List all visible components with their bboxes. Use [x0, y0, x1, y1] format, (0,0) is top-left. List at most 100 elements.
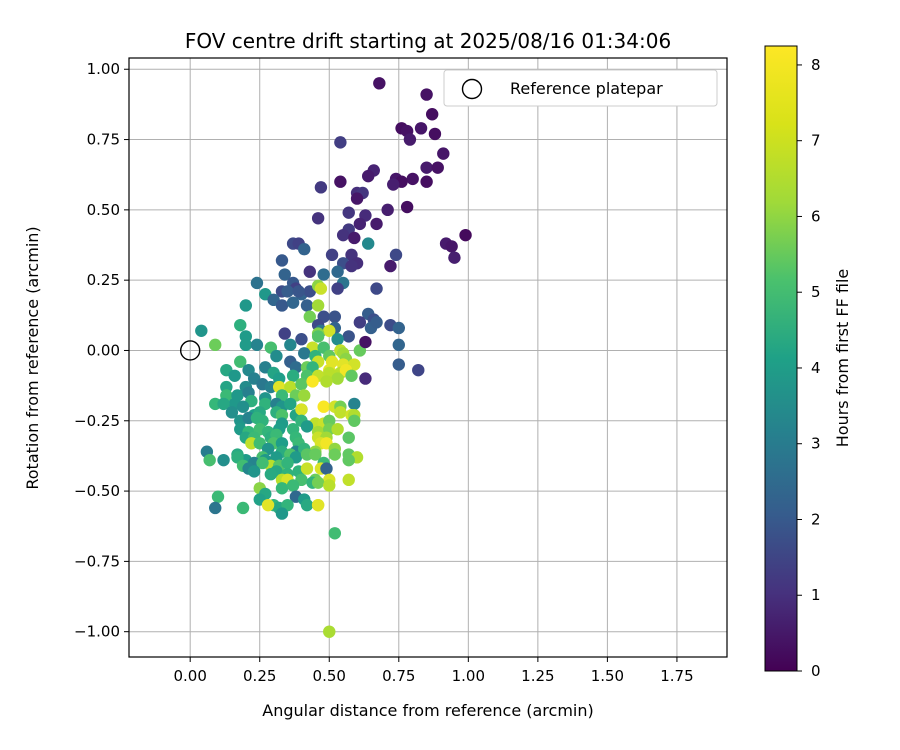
x-tick-label: 1.75 — [660, 667, 693, 685]
scatter-point — [323, 625, 336, 638]
x-tick-label: 0.75 — [382, 667, 415, 685]
scatter-point — [286, 369, 300, 382]
scatter-point — [217, 453, 230, 467]
scatter-point — [211, 490, 225, 503]
x-tick-label: 0.25 — [243, 667, 276, 685]
scatter-point — [345, 259, 358, 273]
scatter-point — [317, 268, 330, 281]
scatter-point — [228, 369, 241, 382]
scatter-point — [420, 88, 433, 101]
scatter-point — [309, 448, 322, 461]
scatter-point — [370, 316, 383, 329]
scatter-point — [373, 77, 386, 90]
scatter-point — [275, 254, 289, 267]
scatter-point — [278, 327, 291, 340]
scatter-point — [278, 268, 291, 281]
scatter-point — [300, 420, 314, 433]
scatter-point — [345, 369, 358, 382]
scatter-point — [331, 282, 344, 295]
reference-platepar-point — [179, 340, 201, 361]
scatter-point — [348, 231, 361, 245]
scatter-point — [359, 372, 372, 385]
grid-lines — [129, 58, 727, 657]
scatter-point — [384, 259, 397, 273]
scatter-point — [414, 122, 428, 135]
scatter-point — [328, 310, 342, 323]
scatter-point — [348, 414, 361, 427]
scatter-point — [295, 333, 308, 346]
scatter-point — [234, 318, 247, 332]
scatter-point — [311, 498, 325, 512]
scatter-point — [420, 161, 433, 174]
scatter-point — [217, 397, 230, 411]
x-axis-label: Angular distance from reference (arcmin) — [262, 701, 593, 720]
scatter-point — [428, 127, 442, 141]
scatter-point — [298, 347, 311, 360]
scatter-point — [225, 406, 239, 419]
scatter-point — [331, 333, 344, 346]
scatter-point — [406, 172, 419, 186]
plot-frame — [128, 57, 728, 658]
scatter-point — [314, 181, 328, 194]
scatter-point — [342, 431, 355, 444]
scatter-point — [348, 397, 361, 411]
scatter-point — [334, 175, 347, 188]
scatter-point — [331, 265, 344, 278]
scatter-point — [359, 335, 372, 349]
scatter-point — [334, 406, 347, 419]
scatter-point — [292, 285, 305, 298]
y-tick-label: −1.00 — [74, 623, 120, 641]
scatter-point — [314, 282, 328, 295]
x-tick-label: 1.00 — [452, 667, 485, 685]
scatter-point — [328, 448, 342, 461]
y-axis-label: Rotation from reference (arcmin) — [23, 226, 42, 489]
colorbar-tick-label: 0 — [811, 662, 821, 680]
colorbar: 0 1 2 3 4 5 6 7 8 Hours from first FF file — [764, 45, 852, 680]
scatter-point — [381, 203, 394, 217]
scatter-point — [342, 473, 355, 487]
y-tick-label: −0.25 — [74, 412, 120, 430]
scatter-point — [353, 316, 367, 329]
scatter-point — [311, 330, 325, 343]
scatter-point — [448, 251, 461, 264]
legend: Reference platepar — [443, 69, 718, 107]
y-tick-label: −0.75 — [74, 552, 120, 570]
scatter-point — [284, 397, 297, 411]
scatter-point — [303, 310, 316, 323]
scatter-point — [239, 338, 253, 352]
x-tick-label: 1.25 — [521, 667, 554, 685]
scatter-point — [300, 462, 314, 475]
colorbar-tick-label: 1 — [811, 586, 821, 604]
scatter-point — [320, 375, 333, 388]
y-tick-label: 1.00 — [87, 60, 120, 78]
scatter-point — [403, 133, 417, 146]
y-tick-label: 0.25 — [87, 271, 120, 289]
scatter-point — [311, 299, 325, 312]
scatter-point — [261, 498, 275, 512]
colorbar-tick-label: 8 — [811, 56, 821, 74]
chart-title: FOV centre drift starting at 2025/08/16 … — [185, 29, 671, 53]
scatter-point — [342, 206, 355, 219]
scatter-point — [389, 248, 403, 262]
y-tick-label: 0.50 — [87, 201, 120, 219]
scatter-point — [236, 501, 250, 515]
scatter-point — [286, 296, 300, 309]
colorbar-tick-label: 2 — [811, 510, 821, 528]
x-tick-label: 0.00 — [173, 667, 206, 685]
scatter-point — [303, 265, 316, 278]
scatter-point — [306, 375, 319, 388]
scatter-point — [350, 192, 364, 205]
scatter-point — [209, 501, 222, 515]
scatter-point — [275, 507, 289, 520]
scatter-point — [392, 321, 405, 335]
scatter-point — [334, 136, 347, 149]
scatter-point — [209, 338, 222, 352]
colorbar-tick-label: 4 — [811, 359, 821, 377]
scatter-point — [284, 338, 297, 352]
scatter-point — [370, 217, 383, 231]
y-tick-labels: 1.00 0.75 0.50 0.25 0.00 −0.25 −0.50 −0.75 −1.00 — [74, 60, 129, 641]
scatter-point — [311, 212, 325, 225]
scatter-point — [239, 299, 253, 312]
scatter-point — [400, 200, 414, 214]
